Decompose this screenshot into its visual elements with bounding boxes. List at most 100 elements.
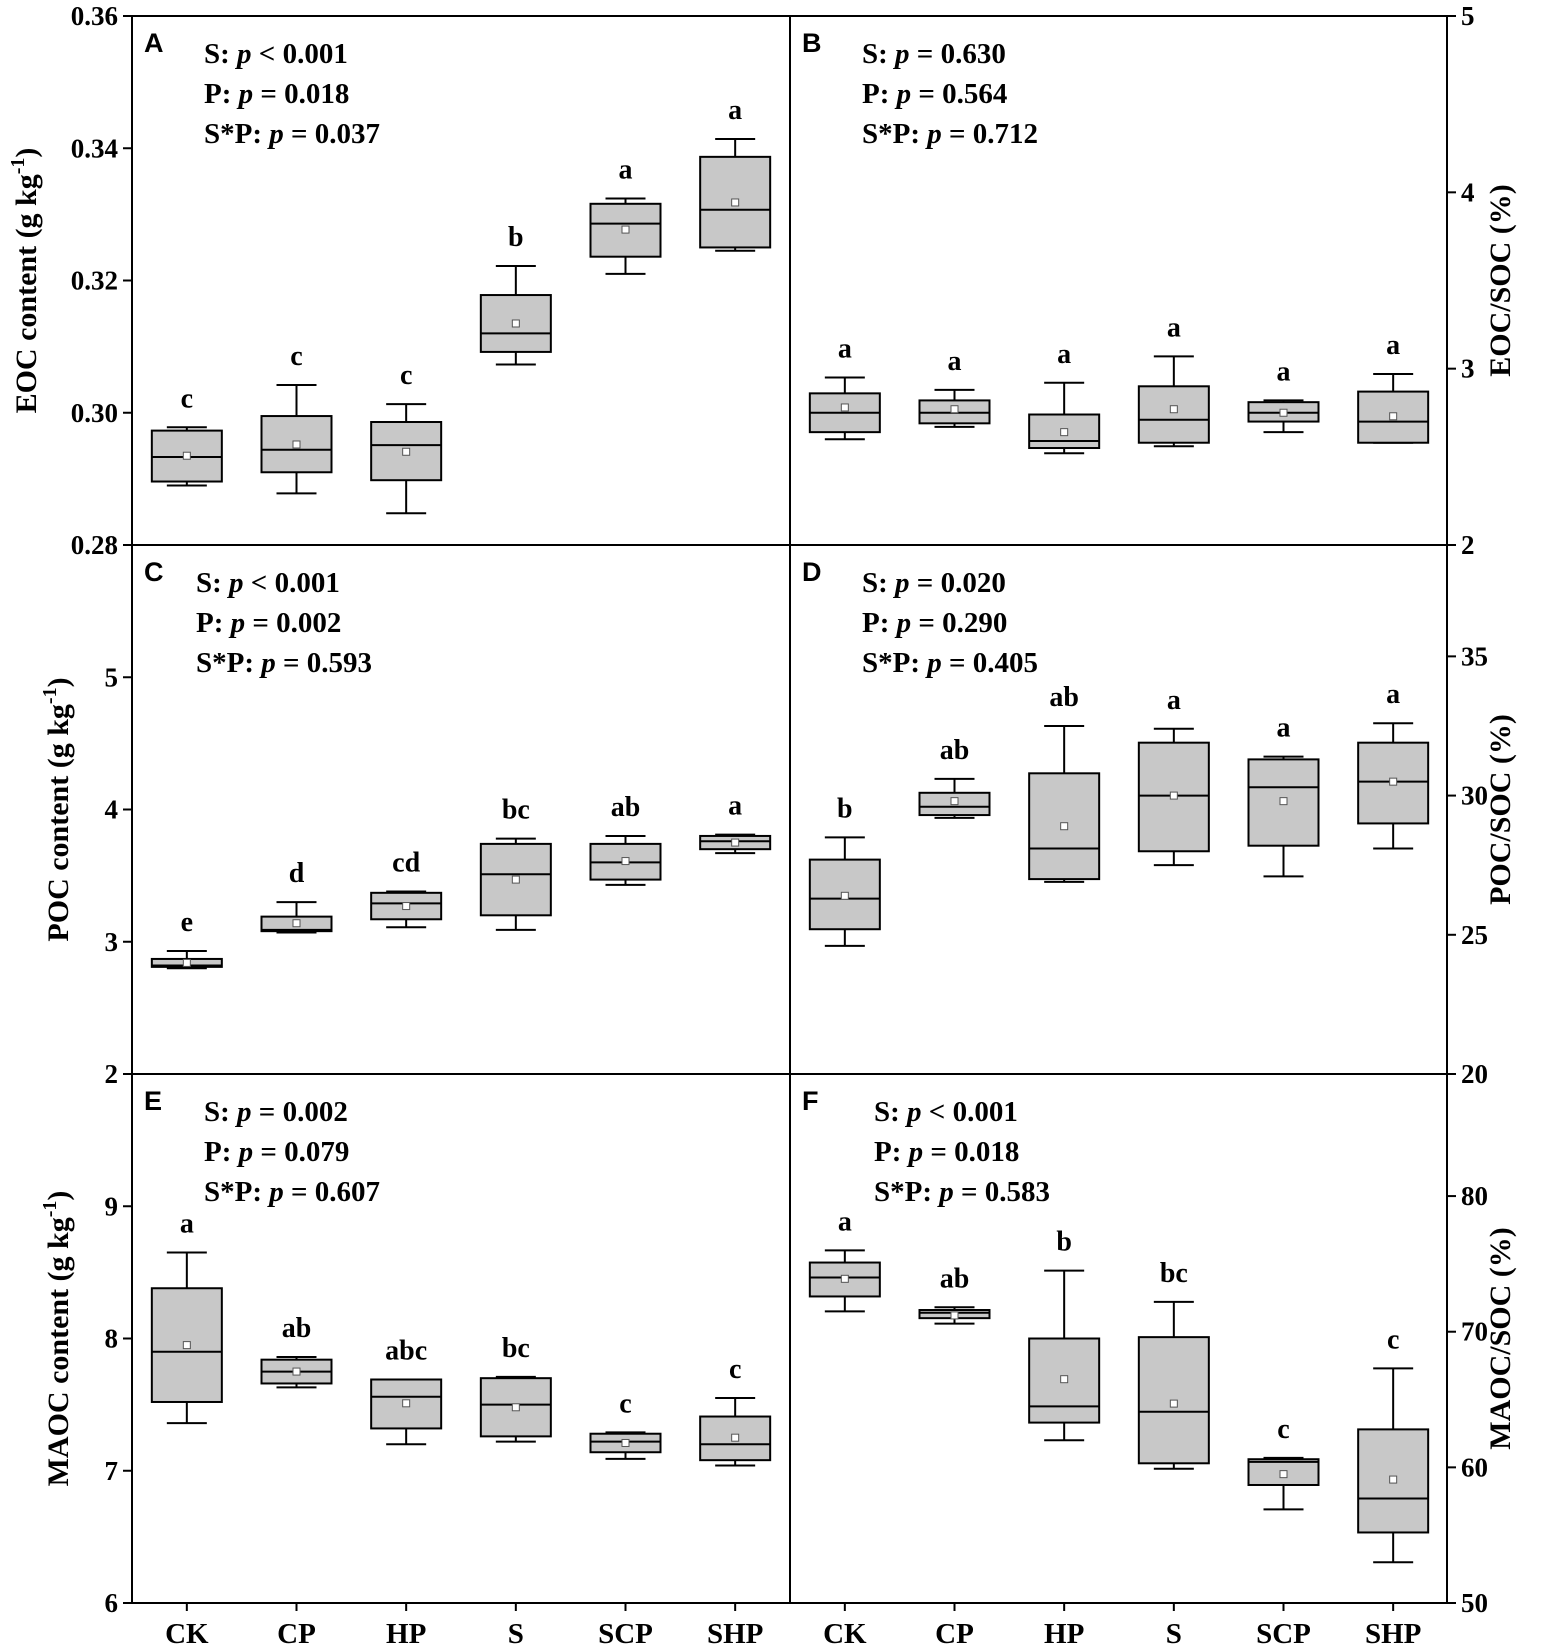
stat-term: P: xyxy=(196,607,231,639)
panel-letter: B xyxy=(802,28,822,58)
stat-p-symbol: p xyxy=(906,1136,924,1168)
panel-letter: D xyxy=(802,557,822,587)
x-category-label: CK xyxy=(165,1618,209,1650)
y-tick-label: 3 xyxy=(1461,354,1475,384)
box-scp: c xyxy=(1247,1414,1320,1511)
y-axis-title-main: MAOC content (g kg xyxy=(42,1217,75,1486)
stat-p-symbol: p xyxy=(258,647,276,679)
stat-value: < 0.001 xyxy=(252,38,348,70)
stat-term: P: xyxy=(862,78,897,110)
y-axis-title-main: POC content (g kg xyxy=(42,704,75,941)
stat-value: = 0.002 xyxy=(252,1096,348,1128)
x-category-label: SHP xyxy=(707,1618,763,1650)
stat-line: S: p < 0.001 xyxy=(874,1096,1018,1128)
box-scp: ab xyxy=(589,792,662,886)
y-axis-title-right: POC/SOC (%) xyxy=(1484,714,1517,905)
y-tick-label: 5 xyxy=(1461,1,1475,31)
y-tick-label: 4 xyxy=(1461,177,1475,207)
y-tick-label: 3 xyxy=(105,927,119,957)
mean-marker xyxy=(292,919,301,928)
stat-line: P: p = 0.564 xyxy=(862,78,1007,110)
box-hp: abc xyxy=(370,1335,443,1446)
y-tick-label: 6 xyxy=(105,1588,119,1618)
stat-p-symbol: p xyxy=(936,1176,954,1208)
box-hp: ab xyxy=(1028,682,1101,883)
stat-p-symbol: p xyxy=(226,567,244,599)
significance-letter: a xyxy=(619,155,633,186)
significance-letter: b xyxy=(1056,1227,1072,1258)
box-ck: b xyxy=(808,793,881,947)
stat-value: = 0.018 xyxy=(923,1136,1019,1168)
stat-value: = 0.290 xyxy=(911,607,1007,639)
mean-marker xyxy=(402,447,411,456)
box-cp: c xyxy=(260,341,333,495)
mean-marker xyxy=(1060,428,1069,437)
y-tick-label: 30 xyxy=(1461,781,1488,811)
stat-p-symbol: p xyxy=(234,1096,252,1128)
significance-letter: c xyxy=(400,360,412,391)
panel-e: 6 7 8 9 CK CP HP S SCP SHP MAOC content (g kg-1) E S… xyxy=(39,1073,791,1650)
mean-marker xyxy=(1389,1475,1398,1484)
y-tick-label: 2 xyxy=(1461,530,1475,560)
mean-marker xyxy=(621,857,630,866)
x-category-label: HP xyxy=(1044,1618,1084,1650)
stat-line: S*P: p = 0.037 xyxy=(204,118,380,150)
stat-term: S: xyxy=(204,38,237,70)
panel-frame xyxy=(789,1073,1448,1604)
significance-letter: a xyxy=(948,346,962,377)
mean-marker xyxy=(292,1367,301,1376)
significance-letter: cd xyxy=(392,847,420,878)
mean-marker xyxy=(950,405,959,414)
box-iqr xyxy=(150,1287,223,1403)
stat-line: P: p = 0.018 xyxy=(874,1136,1019,1168)
y-axis-title-superscript: -1 xyxy=(39,687,61,704)
y-axis-title-main: EOC content (g kg xyxy=(10,174,43,413)
stat-p-symbol: p xyxy=(236,78,254,110)
mean-marker xyxy=(511,1403,520,1412)
stat-term: S: xyxy=(204,1096,237,1128)
mean-marker xyxy=(511,875,520,884)
significance-letter: ab xyxy=(940,1263,970,1294)
significance-letter: c xyxy=(1277,1414,1289,1445)
stat-line: S*P: p = 0.607 xyxy=(204,1176,380,1208)
panel-d: 20 25 30 35 POC/SOC (%) D S: p = 0.020 P: p = 0… xyxy=(789,544,1517,1089)
mean-marker xyxy=(1169,405,1178,414)
box-hp: b xyxy=(1028,1227,1101,1442)
x-category-label: CP xyxy=(277,1618,316,1650)
stat-value: < 0.001 xyxy=(244,567,340,599)
y-tick-label: 70 xyxy=(1461,1317,1488,1347)
mean-marker xyxy=(292,440,301,449)
y-tick-label: 0.28 xyxy=(71,530,118,560)
stat-p-symbol: p xyxy=(924,118,942,150)
y-tick-label: 80 xyxy=(1461,1181,1488,1211)
stat-term: P: xyxy=(862,607,897,639)
y-axis-title: MAOC content (g kg-1) xyxy=(39,1191,75,1487)
significance-letter: a xyxy=(1386,330,1400,361)
mean-marker xyxy=(182,451,191,460)
mean-marker xyxy=(1279,408,1288,417)
y-tick-label: 20 xyxy=(1461,1059,1488,1089)
mean-marker xyxy=(1389,777,1398,786)
y-axis-title-close: ) xyxy=(42,677,75,687)
box-shp: a xyxy=(1357,330,1430,444)
box-shp: a xyxy=(1357,679,1430,850)
stat-line: S*P: p = 0.593 xyxy=(196,647,372,679)
x-category-label: CP xyxy=(935,1618,974,1650)
stat-p-symbol: p xyxy=(266,118,284,150)
box-shp: a xyxy=(699,95,772,252)
significance-letter: a xyxy=(1277,356,1291,387)
box-hp: a xyxy=(1028,339,1101,455)
y-tick-label: 9 xyxy=(105,1191,119,1221)
box-ck: a xyxy=(150,1209,223,1425)
box-ck: c xyxy=(150,383,223,487)
stat-value: = 0.564 xyxy=(911,78,1007,110)
box-shp: a xyxy=(699,791,772,855)
box-hp: c xyxy=(370,360,443,515)
box-shp: c xyxy=(1357,1324,1430,1564)
x-category-label: SCP xyxy=(1256,1618,1311,1650)
stat-term: S*P: xyxy=(862,647,927,679)
y-axis-title-close: ) xyxy=(10,148,43,158)
stat-line: S: p = 0.630 xyxy=(862,38,1006,70)
box-iqr xyxy=(1137,385,1210,444)
